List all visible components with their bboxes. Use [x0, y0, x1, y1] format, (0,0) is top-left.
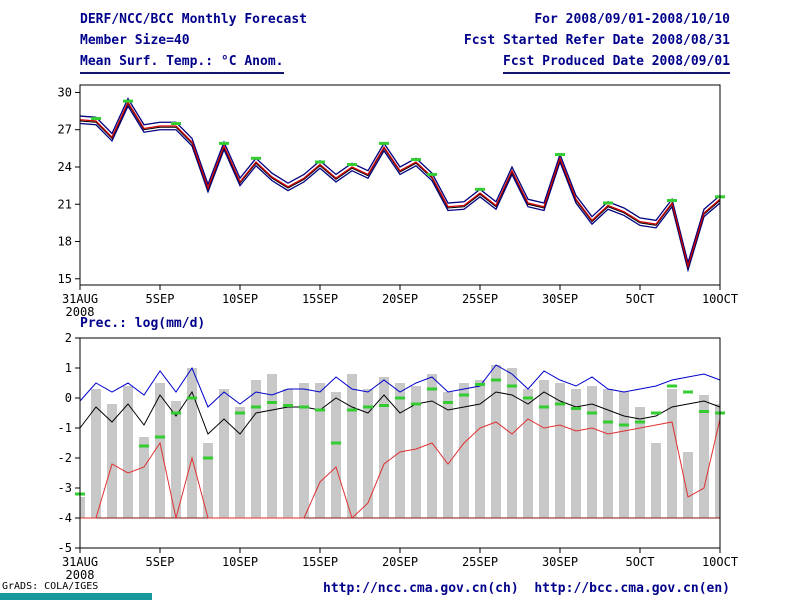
prec-bar [123, 386, 133, 518]
prec-panel-title: Prec.: log(mm/d) [80, 316, 206, 331]
prec-bar [443, 392, 453, 518]
series-ensemble-upper [79, 97, 721, 266]
x-tick-label: 10OCT [702, 555, 738, 569]
y-tick-label: 18 [58, 235, 72, 249]
prec-bar [427, 374, 437, 518]
x-tick-label: 30SEP [542, 292, 578, 306]
prec-bar [491, 365, 501, 518]
series-ensemble-mean [79, 101, 721, 269]
series-control-member [79, 102, 721, 270]
grads-credit: GrADS: COLA/IGES [2, 581, 99, 592]
y-tick-label: -3 [58, 481, 72, 495]
prec-bar [555, 383, 565, 518]
y-tick-label: 1 [65, 361, 72, 375]
x-tick-label: 31AUG [62, 292, 98, 306]
y-tick-label: 27 [58, 123, 72, 137]
y-tick-label: 30 [58, 85, 72, 99]
url-gap [519, 581, 535, 596]
prec-bar [299, 383, 309, 518]
prec-bar [283, 389, 293, 518]
prec-bar [523, 389, 533, 518]
x-tick-label: 15SEP [302, 292, 338, 306]
url-bcc: http://bcc.cma.gov.cn(en) [534, 581, 730, 596]
y-tick-label: 0 [65, 391, 72, 405]
x-tick-label: 10OCT [702, 292, 738, 306]
x-tick-label: 5OCT [626, 555, 655, 569]
prec-bar [619, 392, 629, 518]
prec-bar [91, 389, 101, 518]
prec-bar [587, 386, 597, 518]
x-tick-label: 5OCT [626, 292, 655, 306]
prec-bar [331, 392, 341, 518]
prec-bar [395, 383, 405, 518]
x-tick-label: 5SEP [146, 555, 175, 569]
prec-bar [571, 389, 581, 518]
prec-bar [347, 374, 357, 518]
prec-bar [171, 401, 181, 518]
x-tick-label: 10SEP [222, 555, 258, 569]
x-tick-label: 20SEP [382, 555, 418, 569]
prec-bar [187, 368, 197, 518]
x-tick-label: 10SEP [222, 292, 258, 306]
x-tick-sublabel: 2008 [66, 568, 95, 582]
prec-bar [379, 377, 389, 518]
prec-bar [107, 404, 117, 518]
prec-bar [155, 383, 165, 518]
series-ensemble-lower [79, 104, 721, 273]
x-tick-label: 20SEP [382, 292, 418, 306]
forecast-period-label: For 2008/09/01-2008/10/10 [534, 12, 730, 27]
x-tick-label: 15SEP [302, 555, 338, 569]
prec-bar [635, 407, 645, 518]
prec-bar [507, 368, 517, 518]
series-prec-upper [79, 364, 721, 408]
prec-bar [651, 443, 661, 518]
prec-bar [411, 386, 421, 518]
grads-stamp-bar [0, 593, 152, 600]
prec-bar [363, 389, 373, 518]
prec-bar [235, 407, 245, 518]
prec-bar [459, 383, 469, 518]
prec-bar [315, 383, 325, 518]
y-tick-label: 15 [58, 272, 72, 286]
prec-bar [539, 380, 549, 518]
series-prec-median [79, 390, 721, 435]
y-tick-label: 24 [58, 160, 72, 174]
prec-bar [475, 380, 485, 518]
prec-bar [715, 404, 720, 518]
y-tick-label: -2 [58, 451, 72, 465]
prec-bar [667, 389, 677, 518]
x-tick-label: 31AUG [62, 555, 98, 569]
series-prec-lower [80, 418, 721, 519]
y-tick-label: -5 [58, 541, 72, 555]
x-tick-sublabel: 2008 [66, 305, 95, 319]
prec-bar [603, 389, 613, 518]
prec-bar [219, 389, 229, 518]
temp-plot-frame [79, 84, 721, 286]
url-ncc: http://ncc.cma.gov.cn(ch) [323, 581, 519, 596]
y-tick-label: -1 [58, 421, 72, 435]
x-tick-label: 30SEP [542, 555, 578, 569]
prec-bar [203, 443, 213, 518]
prec-bar [683, 452, 693, 518]
prec-bar [80, 497, 85, 518]
variable-label: Mean Surf. Temp.: °C Anom. [80, 54, 284, 74]
prec-bar [267, 374, 277, 518]
x-tick-label: 5SEP [146, 292, 175, 306]
prec-bar [699, 395, 709, 518]
y-tick-label: 2 [65, 331, 72, 345]
produced-date-label: Fcst Produced Date 2008/09/01 [503, 54, 730, 74]
x-tick-label: 25SEP [462, 555, 498, 569]
footer-urls: http://ncc.cma.gov.cn(ch) http://bcc.cma… [292, 566, 730, 600]
prec-bar [251, 380, 261, 518]
y-tick-label: -4 [58, 511, 72, 525]
refer-date-label: Fcst Started Refer Date 2008/08/31 [463, 33, 730, 48]
prec-bar [139, 437, 149, 518]
member-size-label: Member Size=40 [80, 33, 190, 48]
x-tick-label: 25SEP [462, 292, 498, 306]
y-tick-label: 21 [58, 197, 72, 211]
page-title: DERF/NCC/BCC Monthly Forecast [80, 12, 307, 27]
